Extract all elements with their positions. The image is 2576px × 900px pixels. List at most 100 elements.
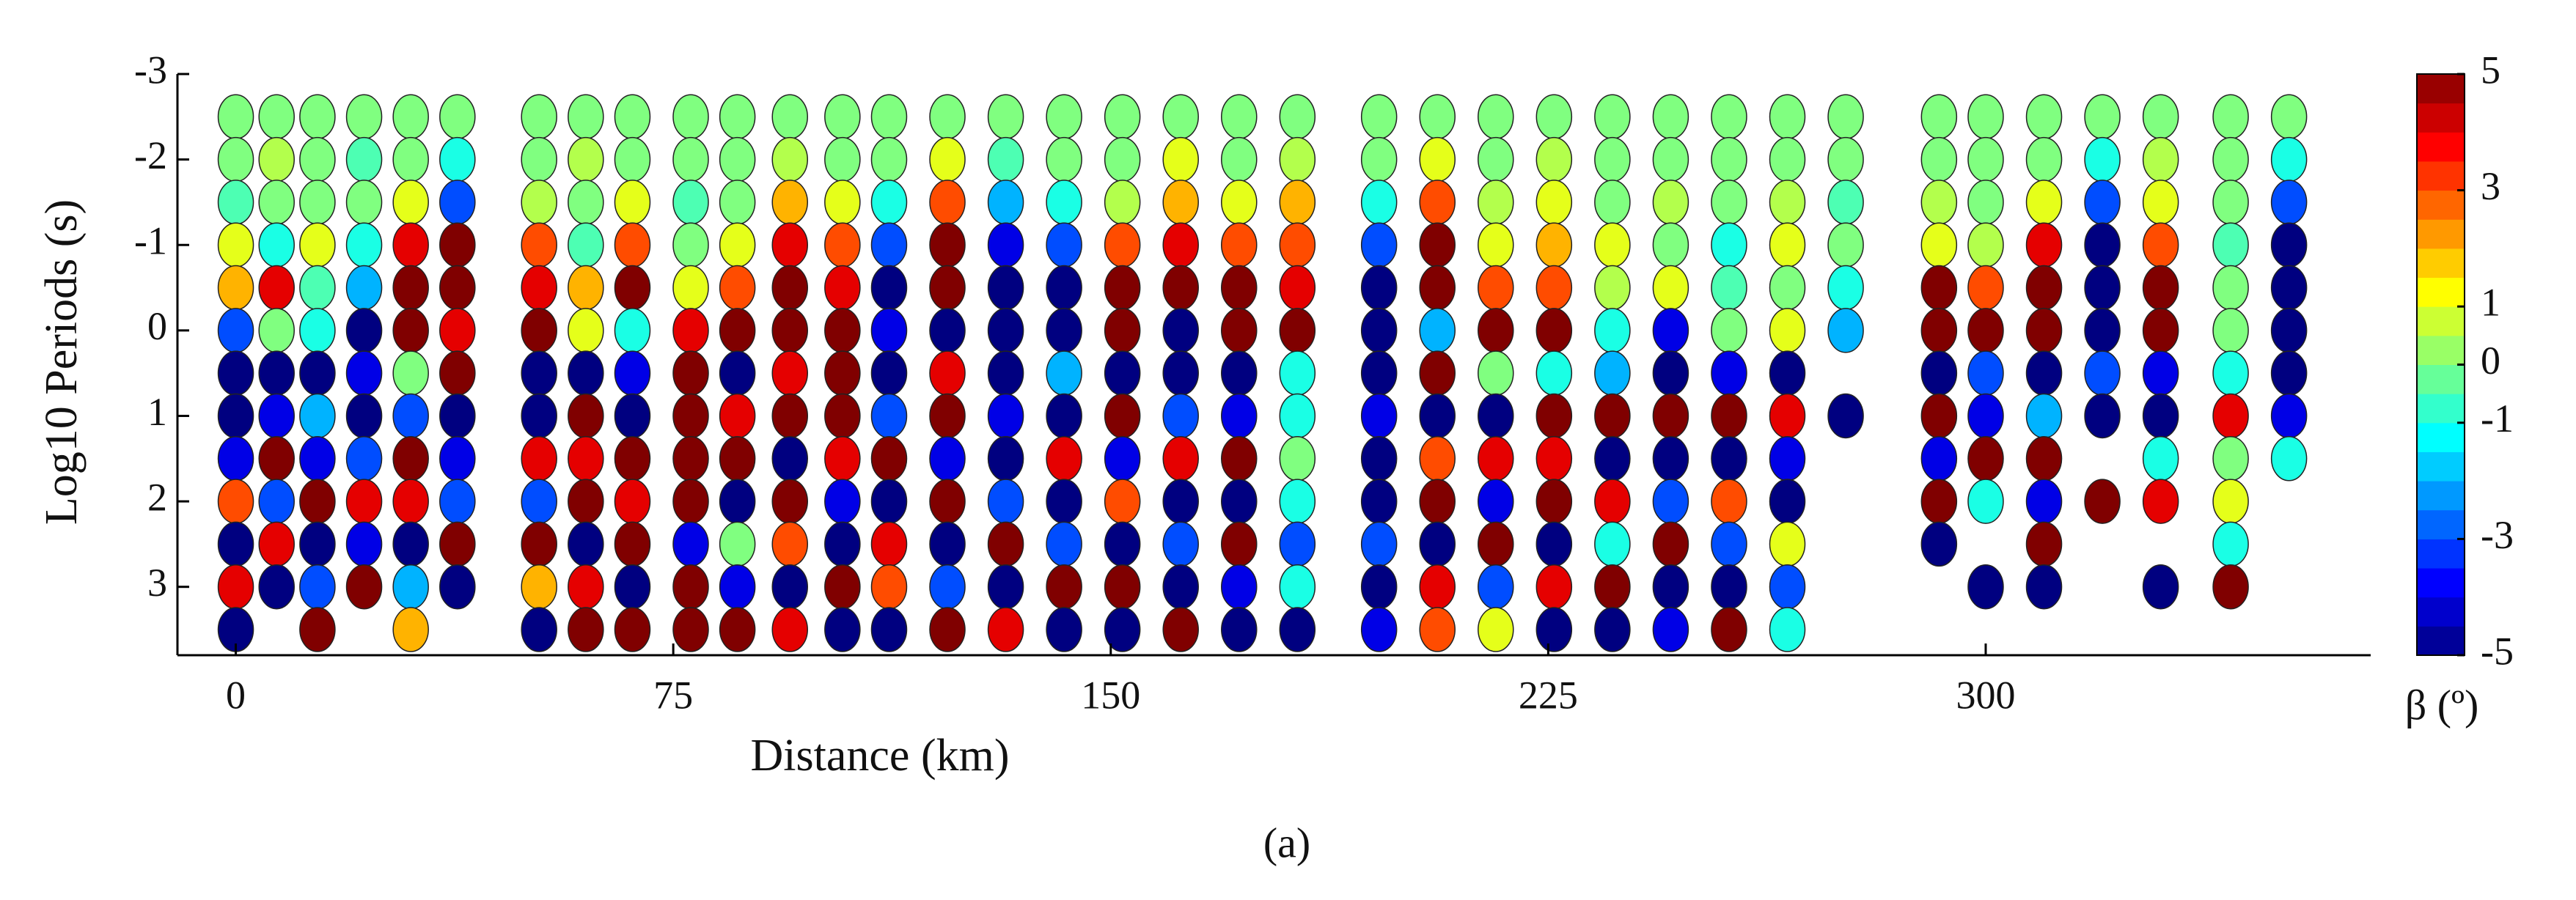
phase-tensor-ellipse [824,607,861,652]
phase-tensor-ellipse [1652,136,1689,182]
phase-tensor-ellipse [2025,564,2063,610]
phase-tensor-ellipse [870,350,908,396]
phase-tensor-ellipse [771,436,809,482]
phase-tensor-ellipse [2212,222,2249,268]
phase-tensor-ellipse [824,564,861,610]
phase-tensor-ellipse [1827,308,1864,353]
phase-tensor-ellipse [987,564,1024,610]
phase-tensor-ellipse [568,436,604,482]
phase-tensor-ellipse [392,436,429,482]
phase-tensor-ellipse [2025,436,2063,482]
phase-tensor-ellipse [1652,308,1689,353]
y-tick-label: 1 [147,390,167,434]
phase-tensor-ellipse [2270,180,2308,225]
phase-tensor-ellipse [1221,479,1258,524]
phase-tensor-ellipse [1162,521,1199,567]
phase-tensor-ellipse [258,94,295,140]
phase-tensor-ellipse [299,180,336,225]
phase-tensor-ellipse [2212,350,2249,396]
phase-tensor-ellipse [258,180,295,225]
phase-tensor-ellipse [771,607,809,652]
phase-tensor-ellipse [258,222,295,268]
phase-tensor-ellipse [1279,350,1316,396]
phase-tensor-ellipse [1478,265,1514,311]
phase-tensor-ellipse [568,350,604,396]
phase-tensor-ellipse [1594,222,1631,268]
colorbar-block [2417,626,2465,656]
phase-tensor-ellipse [1046,436,1082,482]
phase-tensor-ellipse [1594,521,1631,567]
phase-tensor-ellipse [672,393,709,439]
phase-tensor-ellipse [771,479,809,524]
phase-tensor-ellipse [870,308,908,353]
phase-tensor-ellipse [771,521,809,567]
colorbar-block [2417,422,2465,452]
phase-tensor-ellipse [1594,180,1631,225]
y-tick-label: 2 [147,475,167,519]
x-axis-label: Distance (km) [751,731,1010,781]
phase-tensor-ellipse [1221,94,1258,140]
phase-tensor-ellipse [870,393,908,439]
phase-tensor-ellipse [1594,564,1631,610]
phase-tensor-ellipse [568,222,604,268]
phase-tensor-ellipse [824,308,861,353]
phase-tensor-ellipse [2270,350,2308,396]
phase-tensor-ellipse [1711,136,1747,182]
phase-tensor-ellipse [1967,136,2004,182]
phase-tensor-ellipse [1419,136,1456,182]
phase-tensor-ellipse [217,521,254,567]
phase-tensor-ellipse [1535,521,1573,567]
phase-tensor-ellipse [568,521,604,567]
phase-tensor-ellipse [2270,265,2308,311]
phase-tensor-ellipse [1652,479,1689,524]
phase-tensor-ellipse [345,436,383,482]
phase-tensor-ellipse [439,136,476,182]
phase-tensor-ellipse [521,350,557,396]
phase-tensor-ellipse [1104,136,1141,182]
phase-tensor-ellipse [258,436,295,482]
phase-tensor-ellipse [1279,308,1316,353]
phase-tensor-ellipse [987,479,1024,524]
colorbar-tick-label: -5 [2481,629,2514,673]
phase-tensor-ellipse [2025,393,2063,439]
colorbar-block [2417,335,2465,365]
phase-tensor-ellipse [521,94,557,140]
phase-tensor-ellipse [1769,308,1806,353]
phase-tensor-ellipse [217,265,254,311]
phase-tensor-ellipse [929,350,966,396]
phase-tensor-ellipse [1104,265,1141,311]
phase-tensor-ellipse [870,564,908,610]
phase-tensor-ellipse [299,308,336,353]
phase-tensor-ellipse [439,521,476,567]
phase-tensor-ellipse [1769,136,1806,182]
phase-tensor-ellipse [1221,350,1258,396]
phase-tensor-ellipse [521,479,557,524]
phase-tensor-ellipse [1419,308,1456,353]
phase-tensor-ellipse [345,479,383,524]
phase-tensor-ellipse [1827,94,1864,140]
phase-tensor-ellipse [258,308,295,353]
phase-tensor-ellipse [929,564,966,610]
colorbar-block [2417,103,2465,133]
phase-tensor-ellipse [299,521,336,567]
phase-tensor-ellipse [521,564,557,610]
phase-tensor-ellipse [299,479,336,524]
phase-tensor-ellipse [672,265,709,311]
phase-tensor-ellipse [1769,564,1806,610]
phase-tensor-ellipse [824,479,861,524]
phase-tensor-ellipse [1279,180,1316,225]
phase-tensor-ellipse [929,393,966,439]
phase-tensor-ellipse [672,436,709,482]
phase-tensor-ellipse [929,479,966,524]
phase-tensor-ellipse [824,180,861,225]
phase-tensor-ellipse [1652,521,1689,567]
phase-tensor-ellipse [521,265,557,311]
phase-tensor-ellipse [392,393,429,439]
phase-tensor-ellipse [345,94,383,140]
phase-tensor-ellipse [1769,393,1806,439]
phase-tensor-ellipse [1360,94,1398,140]
phase-tensor-ellipse [2084,479,2121,524]
phase-tensor-ellipse [1920,265,1958,311]
phase-tensor-ellipse [1920,393,1958,439]
phase-tensor-ellipse [672,607,709,652]
